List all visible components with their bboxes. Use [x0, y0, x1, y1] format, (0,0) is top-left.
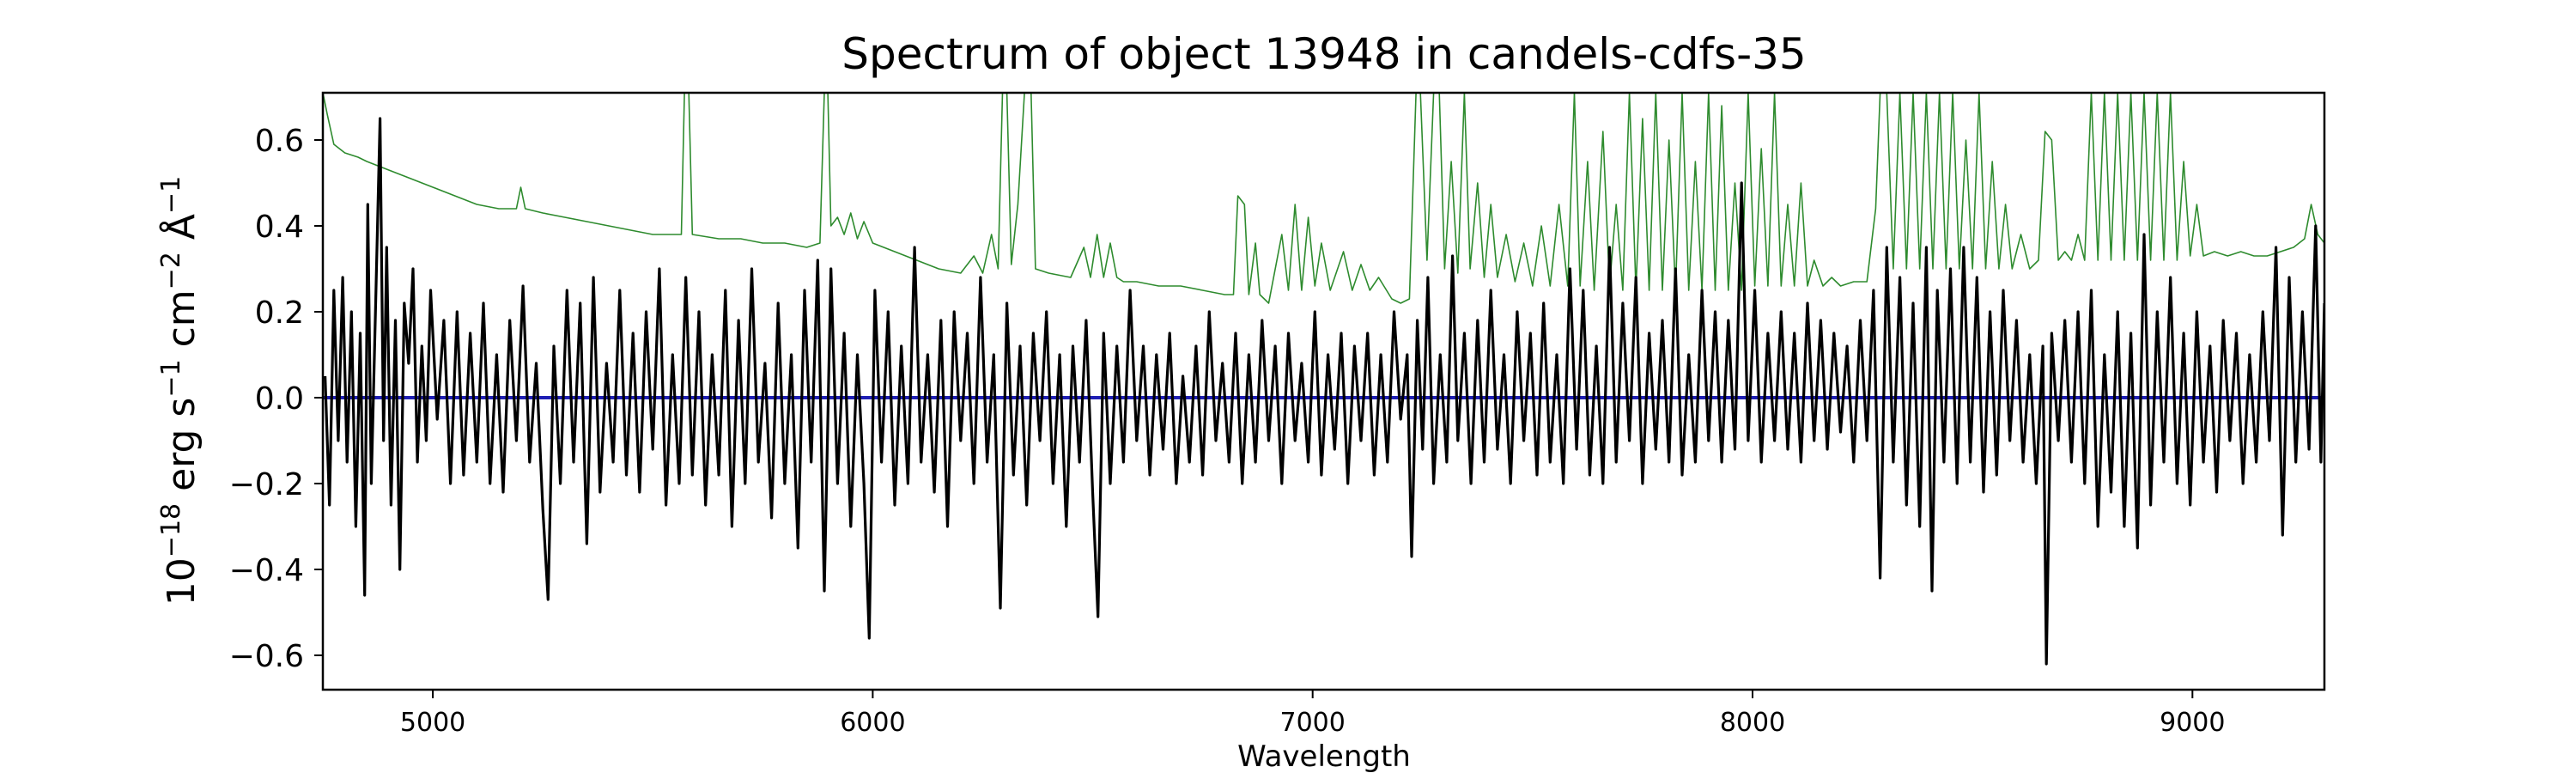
y-label-text: erg s: [160, 398, 204, 503]
x-tick-label: 7000: [1280, 708, 1346, 738]
x-axis-label: Wavelength: [1237, 740, 1411, 773]
x-tick-label: 9000: [2160, 708, 2225, 738]
y-label-exponent: −1: [156, 176, 186, 214]
x-tick-label: 5000: [400, 708, 465, 738]
y-tick-label: −0.2: [229, 467, 304, 502]
y-axis: −0.6 −0.4 −0.2 0.0 0.2 0.4 0.6: [229, 124, 323, 674]
y-label-text: Å: [158, 214, 204, 252]
y-tick-label: 0.6: [255, 124, 304, 159]
y-tick-label: 0.2: [255, 295, 304, 331]
flux-series-line: [324, 117, 2324, 666]
x-tick-label: 6000: [840, 708, 905, 738]
axes-frame: [321, 91, 2326, 691]
y-label-text: cm: [160, 289, 204, 359]
y-label-exponent: −1: [156, 359, 186, 397]
x-axis: 5000 6000 7000 8000 9000: [400, 690, 2225, 738]
chart-title: Spectrum of object 13948 in candels-cdfs…: [841, 29, 1807, 79]
noise-series-line: [323, 93, 2324, 304]
y-label-exponent: −18: [156, 503, 186, 557]
plot-area: [323, 93, 2324, 666]
y-tick-label: −0.4: [229, 553, 304, 588]
y-label-text: 10: [160, 557, 204, 606]
y-tick-label: 0.4: [255, 210, 304, 245]
y-tick-label: −0.6: [229, 639, 304, 674]
y-axis-label: 10−18 erg s−1 cm−2 Å−1: [156, 176, 204, 606]
x-tick-label: 8000: [1720, 708, 1785, 738]
y-tick-label: 0.0: [255, 381, 304, 417]
y-label-exponent: −2: [156, 252, 186, 289]
